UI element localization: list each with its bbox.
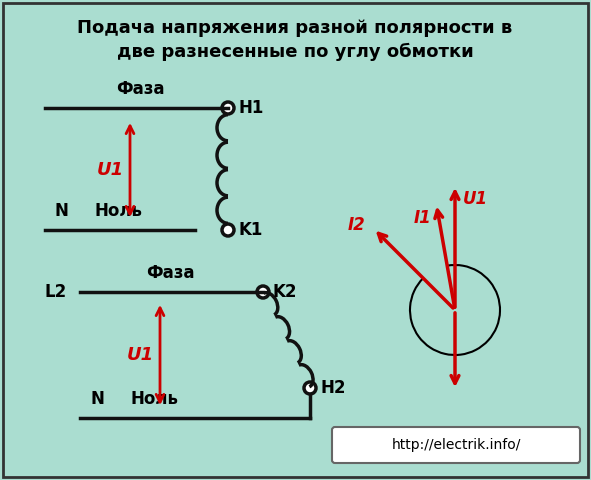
Text: L2: L2 (45, 283, 67, 301)
Text: K2: K2 (273, 283, 297, 301)
Text: Фаза: Фаза (116, 80, 164, 98)
FancyBboxPatch shape (332, 427, 580, 463)
Text: N: N (90, 390, 104, 408)
Circle shape (304, 382, 316, 394)
Text: U1: U1 (463, 190, 488, 208)
Text: http://electrik.info/: http://electrik.info/ (391, 438, 521, 452)
Text: N: N (55, 202, 69, 220)
Text: Подача напряжения разной полярности в
две разнесенные по углу обмотки: Подача напряжения разной полярности в дв… (77, 19, 512, 61)
Text: K1: K1 (238, 221, 262, 239)
Text: H2: H2 (320, 379, 346, 397)
Text: I2: I2 (348, 216, 366, 234)
Text: U1: U1 (96, 161, 124, 179)
Text: I1: I1 (414, 209, 431, 227)
Text: Ноль: Ноль (130, 390, 178, 408)
Text: Ноль: Ноль (95, 202, 143, 220)
Circle shape (222, 224, 234, 236)
Circle shape (257, 286, 269, 298)
Text: H1: H1 (238, 99, 264, 117)
Text: U1: U1 (126, 346, 154, 364)
Text: Фаза: Фаза (146, 264, 194, 282)
Circle shape (222, 102, 234, 114)
